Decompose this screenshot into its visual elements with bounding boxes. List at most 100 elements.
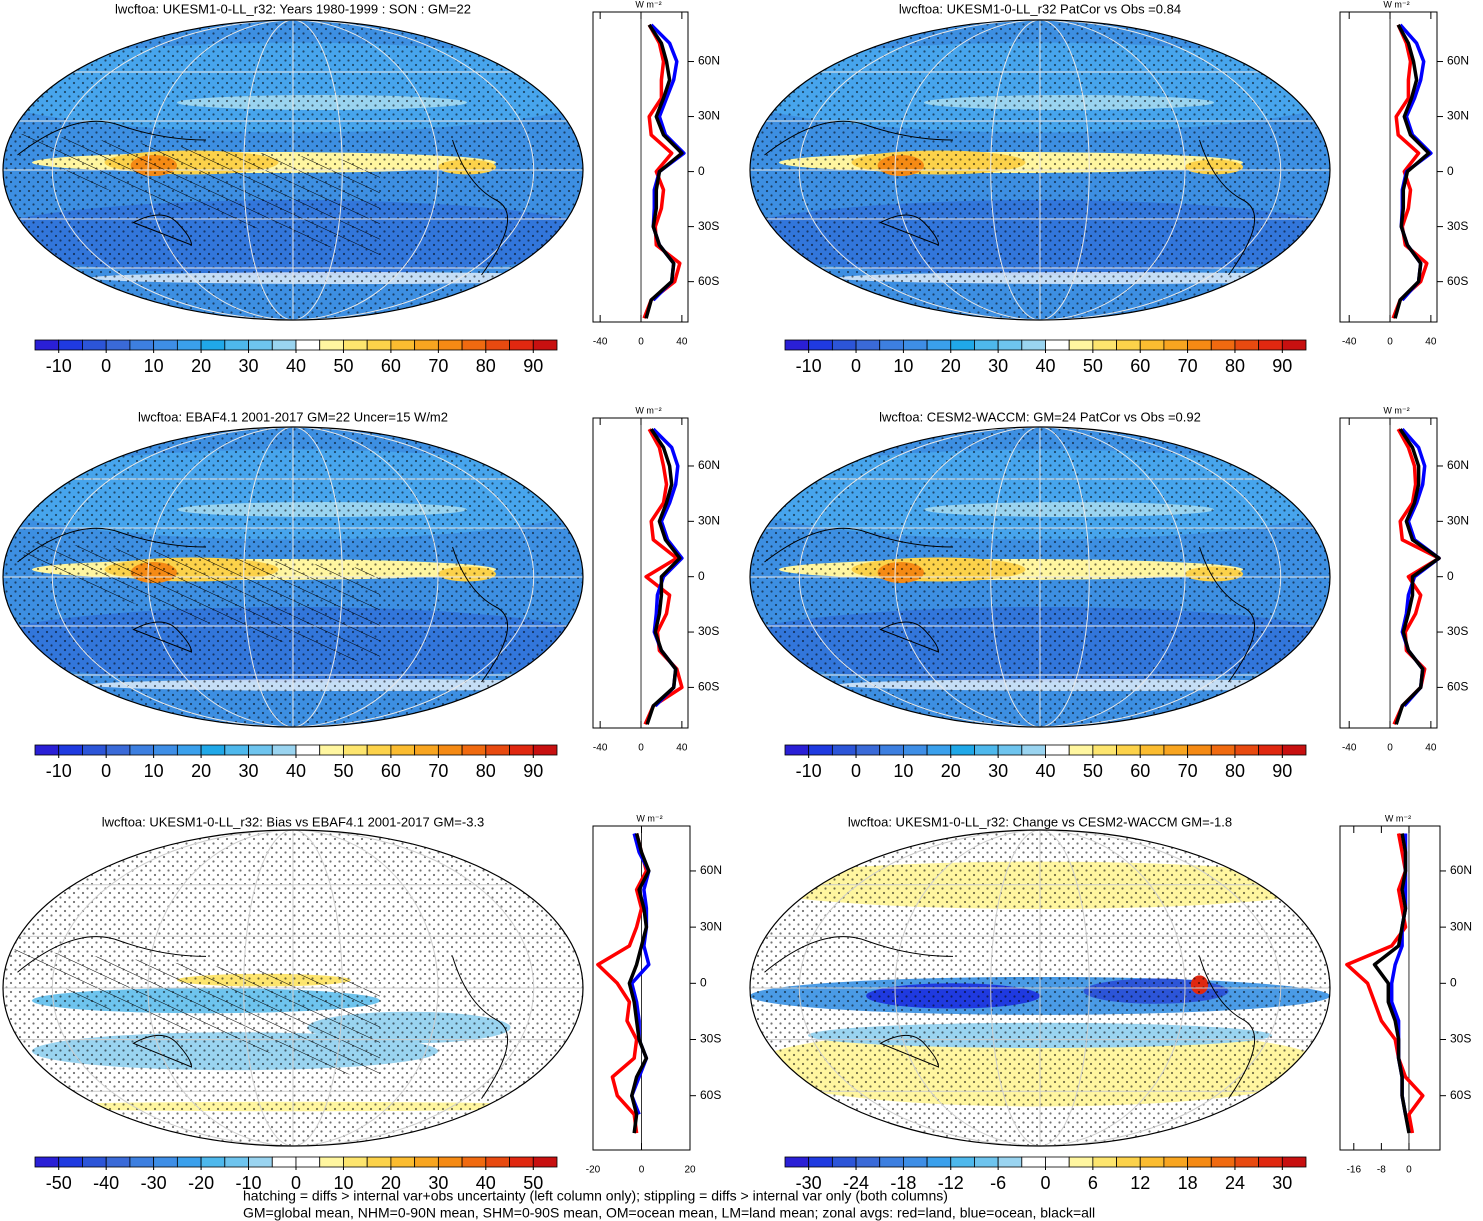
- colorbar-label: 0: [101, 761, 111, 781]
- colorbar-box: [248, 744, 273, 756]
- colorbar-label: 12: [1130, 1173, 1150, 1193]
- colorbar-label: 60: [381, 761, 401, 781]
- colorbar-box: [366, 1156, 392, 1168]
- colorbar-box: [997, 744, 1023, 756]
- colorbar-box: [129, 744, 155, 756]
- y-tick-label: 60S: [698, 680, 719, 694]
- colorbar-box: [34, 339, 60, 351]
- x-tick-label: 0: [1406, 1165, 1412, 1176]
- colorbar-box: [461, 744, 487, 756]
- y-tick-label: 30N: [1447, 109, 1469, 123]
- panel-title: lwcftoa: EBAF4.1 2001-2017 GM=22 Uncer=1…: [138, 409, 448, 424]
- colorbar-box: [1092, 339, 1117, 351]
- colorbar-label: 80: [476, 356, 496, 376]
- colorbar-label: 0: [291, 1173, 301, 1193]
- x-tick-label: -40: [593, 743, 608, 754]
- map-border: [749, 19, 1331, 321]
- colorbar-label: 30: [428, 1173, 448, 1193]
- y-tick-label: 0: [1447, 164, 1454, 178]
- panel-title: lwcftoa: UKESM1-0-LL_r32: Years 1980-199…: [115, 1, 471, 16]
- colorbar-box: [366, 339, 392, 351]
- x-tick-label: 0: [639, 1165, 645, 1176]
- y-tick-label: 30S: [1447, 219, 1468, 233]
- colorbar-box: [532, 744, 558, 756]
- zonal-line: [596, 833, 649, 1134]
- map: [750, 427, 1330, 727]
- meridian: [990, 427, 1090, 727]
- colorbar-label: 24: [1225, 1173, 1245, 1193]
- x-tick-label: 40: [676, 337, 688, 348]
- map: [750, 830, 1330, 1146]
- meridian: [51, 830, 535, 1146]
- colorbar-box: [1210, 339, 1236, 351]
- colorbar-box: [224, 339, 249, 351]
- zonal-line: [1391, 24, 1429, 319]
- colorbar-box: [248, 1156, 273, 1168]
- colorbar-box: [461, 1156, 487, 1168]
- y-tick-label: 30N: [698, 109, 720, 123]
- meridian: [243, 427, 343, 727]
- colorbar-label: 70: [428, 356, 448, 376]
- hatching: [3, 132, 380, 260]
- colorbar-box: [153, 1156, 178, 1168]
- colorbar-box: [343, 1156, 368, 1168]
- y-tick-label: 60S: [1447, 680, 1468, 694]
- colorbar-box: [974, 744, 999, 756]
- x-tick-label: 40: [1425, 337, 1437, 348]
- colorbar-label: 50: [1083, 356, 1103, 376]
- meridian: [894, 20, 1186, 320]
- colorbar-box: [532, 339, 558, 351]
- colorbar-box: [271, 744, 297, 756]
- colorbar-box: [343, 339, 368, 351]
- colorbar-label: 50: [1083, 761, 1103, 781]
- colorbar-label: 0: [101, 356, 111, 376]
- colorbar-box: [1187, 744, 1212, 756]
- y-tick-label: 60S: [700, 1088, 721, 1102]
- colorbar-label: 40: [286, 356, 306, 376]
- colorbar-box: [319, 339, 344, 351]
- colorbar-label: 40: [1035, 356, 1055, 376]
- colorbar-label: 30: [1272, 1173, 1292, 1193]
- colorbar-label: 90: [523, 761, 543, 781]
- colorbar-box: [1021, 744, 1046, 756]
- coastline: [17, 936, 509, 1099]
- colorbar-box: [831, 339, 857, 351]
- colorbar-box: [950, 339, 975, 351]
- colorbar-label: 60: [1130, 761, 1150, 781]
- colorbar-box: [295, 339, 321, 351]
- y-tick-label: 30N: [698, 514, 720, 528]
- colorbar-box: [295, 1156, 321, 1168]
- zonal-line: [1393, 23, 1431, 319]
- hatching: [3, 948, 380, 1083]
- colorbar-label: 0: [1040, 1173, 1050, 1193]
- plot-frame: [1339, 417, 1438, 729]
- colorbar-label: -50: [46, 1173, 72, 1193]
- colorbar-box: [808, 1156, 833, 1168]
- footnote: GM=global mean, NHM=0-90N mean, SHM=0-90…: [243, 1205, 1095, 1221]
- colorbar-box: [461, 339, 487, 351]
- colorbar-label: 80: [1225, 356, 1245, 376]
- meridian: [51, 427, 535, 727]
- colorbar-box: [366, 744, 392, 756]
- colorbar-box: [58, 339, 83, 351]
- map-border: [2, 19, 584, 321]
- colorbar-box: [58, 1156, 83, 1168]
- colorbar-box: [105, 339, 131, 351]
- colorbar-label: 20: [941, 356, 961, 376]
- map: [750, 20, 1330, 320]
- colorbar-box: [437, 744, 463, 756]
- colorbar-box: [879, 1156, 904, 1168]
- colorbar-label: 30: [988, 761, 1008, 781]
- y-tick-label: 30S: [1447, 624, 1468, 638]
- colorbar-box: [271, 1156, 297, 1168]
- meridian: [798, 20, 1282, 320]
- colorbar-box: [390, 1156, 416, 1168]
- colorbar-box: [485, 339, 510, 351]
- colorbar-label: 60: [381, 356, 401, 376]
- colorbar-box: [1258, 339, 1283, 351]
- panel-title: lwcftoa: CESM2-WACCM: GM=24 PatCor vs Ob…: [879, 409, 1201, 424]
- panel-title: lwcftoa: UKESM1-0-LL_r32 PatCor vs Obs =…: [899, 1, 1181, 16]
- plot-frame: [592, 11, 689, 323]
- x-tick-label: -40: [593, 337, 608, 348]
- y-tick-label: 60N: [698, 458, 720, 472]
